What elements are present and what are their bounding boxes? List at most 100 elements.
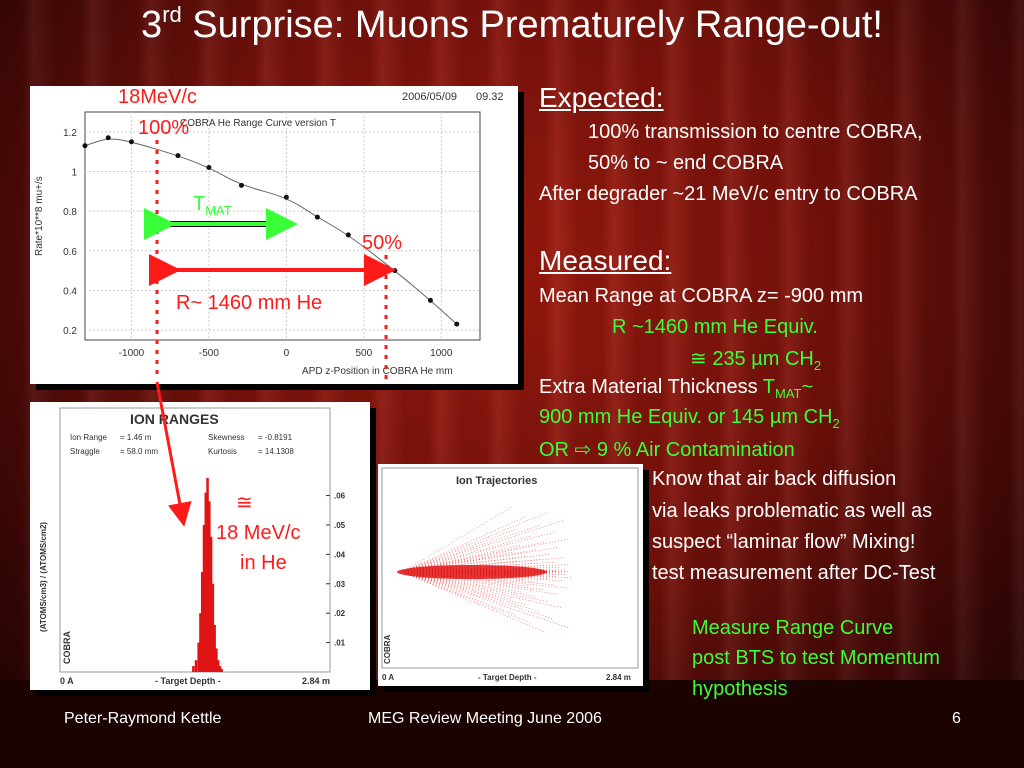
skewness-value: = -0.8191 xyxy=(258,433,293,442)
histogram-bar xyxy=(216,660,220,672)
range-label: R~ 1460 mm He xyxy=(176,292,323,314)
trajectory xyxy=(401,571,522,593)
measured-line-4: Extra Material Thickness TMAT~ xyxy=(539,376,814,401)
plot-time: 09.32 xyxy=(476,91,504,103)
y-tick-label-2: .03 xyxy=(334,580,346,589)
trajectory xyxy=(401,571,555,620)
ion-ranges-svg: ION RANGES Ion Range = 1.46 m Straggle =… xyxy=(39,407,346,686)
x-tick-label: 500 xyxy=(355,348,372,359)
cobra-label-3: COBRA xyxy=(383,634,392,664)
y-tick-label: 1.2 xyxy=(63,128,77,139)
ion-ranges-header: ION RANGES xyxy=(130,411,219,427)
trajectory xyxy=(401,571,540,583)
x-end-2: 2.84 m xyxy=(302,676,330,686)
approx-symbol: ≅ xyxy=(236,492,253,514)
data-point xyxy=(105,135,111,141)
data-point xyxy=(206,165,212,171)
histogram-bar xyxy=(192,666,195,672)
kurtosis-label: Kurtosis xyxy=(208,447,237,456)
cobra-label-2: COBRA xyxy=(62,631,72,664)
trajectory xyxy=(401,535,532,573)
x-tick-label: 1000 xyxy=(430,348,453,359)
y-tick-label-2: .06 xyxy=(334,492,346,501)
data-point xyxy=(283,194,289,200)
ion-range-label: Ion Range xyxy=(70,433,107,442)
expected-heading: Expected: xyxy=(539,82,664,113)
percent50-label: 50% xyxy=(362,232,403,254)
trajectory xyxy=(401,571,569,628)
note-line-3: suspect “laminar flow” Mixing! xyxy=(652,531,916,553)
footer-page-number: 6 xyxy=(952,710,961,727)
y-axis-label-2: (ATOMS/cm3) / (ATOMS/cm2) xyxy=(39,522,48,632)
x-mid-3: - Target Depth - xyxy=(478,673,537,682)
measured-line-2: R ~1460 mm He Equiv. xyxy=(612,316,818,338)
x-tick-label: -500 xyxy=(199,348,219,359)
note-line-1: Know that air back diffusion xyxy=(652,468,897,490)
histogram-bar xyxy=(211,583,215,672)
histogram-bar xyxy=(202,524,206,672)
x-tick-label: 0 xyxy=(284,348,290,359)
histogram-bar xyxy=(194,660,198,672)
trajectory xyxy=(401,532,555,573)
y-tick-label-2: .02 xyxy=(334,609,346,618)
x-start-2: 0 A xyxy=(60,676,74,686)
trajectory xyxy=(401,571,527,606)
histogram-bar xyxy=(208,501,211,672)
approx-medium: in He xyxy=(240,552,287,574)
data-point xyxy=(175,153,181,159)
data-point xyxy=(314,214,320,220)
y-tick-label: 0.6 xyxy=(63,247,77,258)
approx-momentum: 18 MeV/c xyxy=(216,522,301,544)
link-arrow xyxy=(155,381,192,527)
x-start-3: 0 A xyxy=(382,673,394,682)
data-point xyxy=(128,139,134,145)
slide-title: 3rd Surprise: Muons Prematurely Range-ou… xyxy=(141,2,883,46)
trajectory xyxy=(401,524,541,573)
y-tick-label: 1 xyxy=(71,167,77,178)
y-tick-label: 0.4 xyxy=(63,286,77,297)
y-tick-label-2: .05 xyxy=(334,521,346,530)
trajectory xyxy=(401,528,518,573)
data-point xyxy=(427,297,433,303)
trajectory xyxy=(401,571,559,595)
straggle-label: Straggle xyxy=(70,447,100,456)
histogram-bar xyxy=(206,477,209,672)
ion-trajectories-svg: Ion Trajectories COBRA 0 A - Target Dept… xyxy=(381,467,639,682)
data-point xyxy=(345,232,351,238)
x-axis-label: APD z-Position in COBRA He mm xyxy=(302,366,453,377)
trajectory xyxy=(401,571,564,609)
y-tick-label: 0.2 xyxy=(63,326,77,337)
trajectory xyxy=(401,511,550,573)
histogram-bar xyxy=(220,669,224,672)
expected-line-3: After degrader ~21 MeV/c entry to COBRA xyxy=(539,183,918,205)
x-mid-2: - Target Depth - xyxy=(155,676,221,686)
histogram-bar xyxy=(200,572,204,672)
histogram-bar xyxy=(197,642,200,672)
kurtosis-value: = 14.1308 xyxy=(258,447,294,456)
data-point xyxy=(238,182,244,188)
histogram-bar xyxy=(215,648,218,672)
y-tick-label-2: .01 xyxy=(334,639,346,648)
trajectory xyxy=(401,571,518,616)
trajectory-core xyxy=(397,565,547,579)
skewness-label: Skewness xyxy=(208,433,244,442)
histogram-bar xyxy=(204,492,208,672)
trajectory xyxy=(401,544,523,573)
trajectory xyxy=(401,547,560,573)
trajectory xyxy=(401,571,532,624)
histogram-bar xyxy=(213,624,216,672)
plan-line-2: post BTS to test Momentum xyxy=(692,647,940,669)
note-line-2: via leaks problematic as well as xyxy=(652,500,933,522)
expected-line-2: 50% to ~ end COBRA xyxy=(588,152,784,174)
x-end-3: 2.84 m xyxy=(606,673,631,682)
ion-range-value: = 1.46 m xyxy=(120,433,152,442)
trajectory xyxy=(401,571,546,633)
tmat-label: TMAT xyxy=(193,193,232,218)
histogram-bar xyxy=(218,666,222,672)
percent100-label: 100% xyxy=(138,117,190,139)
note-line-4: test measurement after DC-Test xyxy=(652,562,936,584)
histogram-bar xyxy=(199,613,202,672)
ion-ranges-plot: ION RANGES Ion Range = 1.46 m Straggle =… xyxy=(30,402,370,690)
histogram-bar xyxy=(209,536,213,672)
